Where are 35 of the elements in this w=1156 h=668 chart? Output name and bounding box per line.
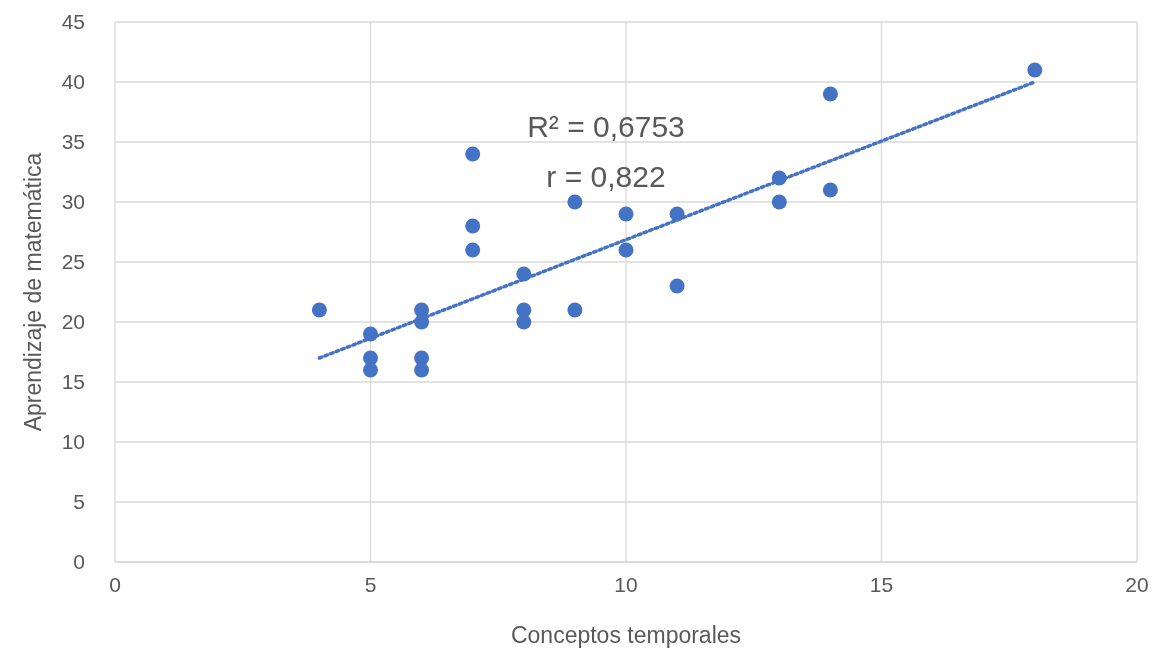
point <box>822 86 838 102</box>
y-tick-label: 0 <box>73 550 85 573</box>
y-tick-label: 5 <box>73 490 85 513</box>
point <box>465 218 481 234</box>
y-tick-label: 10 <box>61 430 85 453</box>
x-tick-label: 20 <box>1125 573 1149 596</box>
point <box>618 242 634 258</box>
point <box>414 362 430 378</box>
x-tick-label: 5 <box>364 573 377 596</box>
point <box>311 302 327 318</box>
annotation: R² = 0,6753 <box>527 110 685 143</box>
x-tick-label: 10 <box>614 573 638 596</box>
y-axis-title: Aprendizaje de matemática <box>20 152 46 432</box>
point <box>669 278 685 294</box>
y-tick-label: 35 <box>61 130 85 153</box>
point <box>363 362 378 378</box>
annotation: r = 0,822 <box>546 160 666 193</box>
point <box>567 302 583 318</box>
point <box>618 206 634 222</box>
point <box>516 314 532 330</box>
x-axis-title: Conceptos temporales <box>510 622 742 648</box>
y-tick-label: 15 <box>61 370 85 393</box>
point <box>567 194 583 210</box>
y-tick-label: 20 <box>61 310 85 333</box>
x-tick-label: 15 <box>869 573 894 596</box>
point <box>465 146 481 162</box>
point <box>822 182 838 198</box>
x-tick-label: 0 <box>109 573 121 596</box>
y-tick-label: 25 <box>61 250 85 273</box>
point <box>1027 62 1043 78</box>
y-tick-label: 40 <box>61 70 85 93</box>
point <box>771 194 787 210</box>
y-tick-label: 45 <box>61 10 85 33</box>
y-tick-label: 30 <box>61 190 85 213</box>
point <box>465 242 481 258</box>
